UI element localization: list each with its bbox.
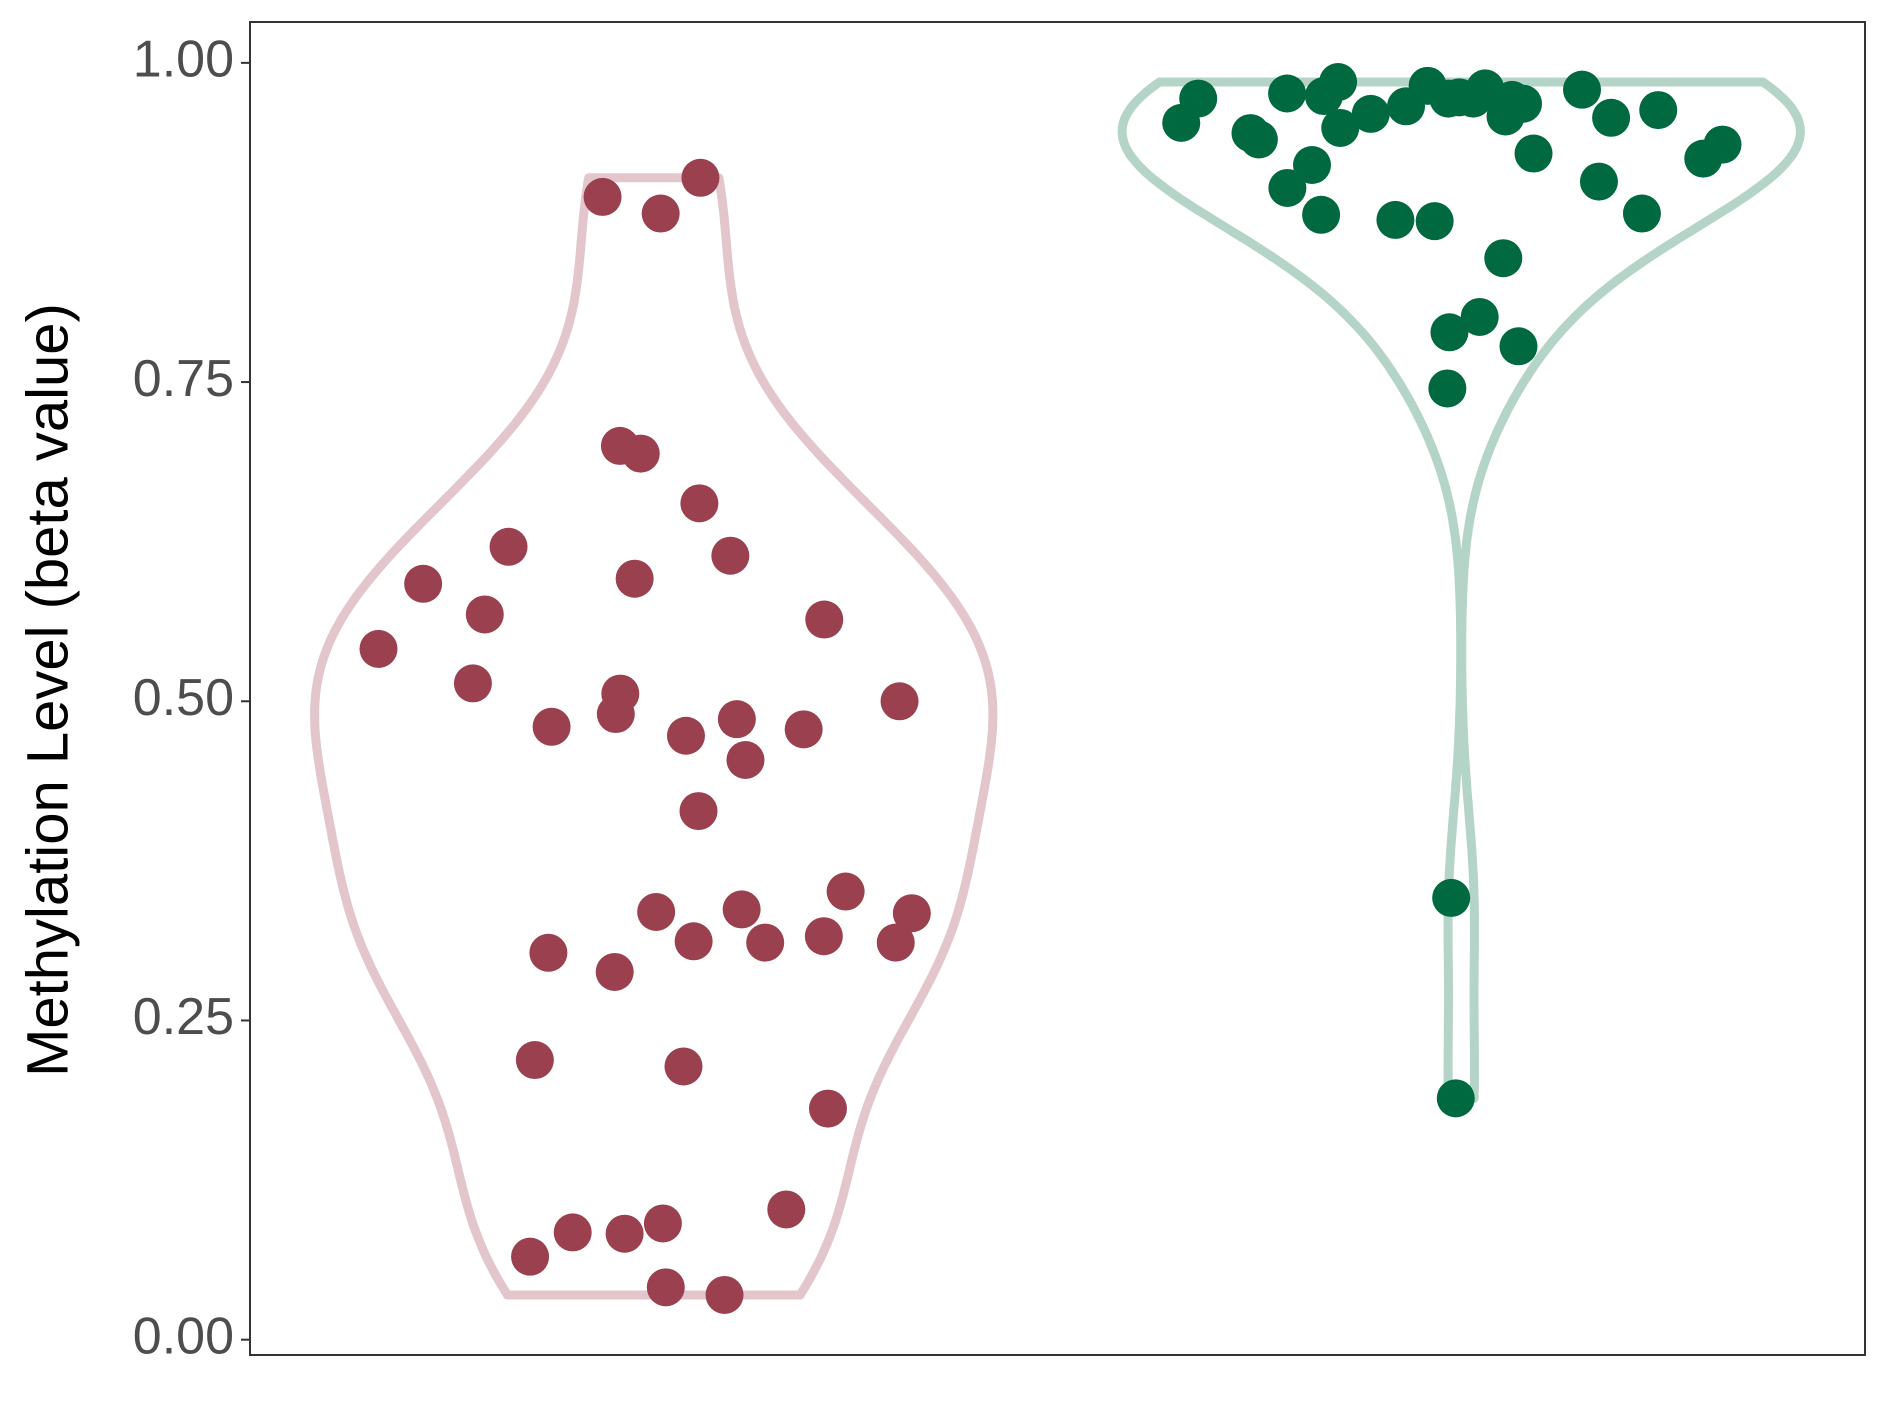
data-point [646,1268,685,1307]
data-point [717,700,756,739]
y-tick-label: 0.50 [133,669,234,727]
data-point [808,1089,847,1128]
y-tick-label: 0.75 [133,350,234,408]
data-point [767,1190,806,1229]
data-point [1304,77,1343,116]
data-point [1268,74,1307,113]
data-point [674,922,713,961]
data-point [1239,120,1278,159]
data-point [1430,313,1469,352]
data-point [359,629,398,668]
data-point [1432,878,1471,917]
data-point [804,917,843,956]
data-point [711,536,750,575]
data-point [1351,94,1390,133]
data-point [511,1237,550,1276]
data-point [465,595,504,634]
data-point [1499,327,1538,366]
violin [1117,77,1805,1103]
data-point [641,194,680,233]
data-point [489,527,528,566]
data-point [805,600,844,639]
data-point [1639,91,1678,130]
data-point [596,695,635,734]
data-point [1428,369,1467,408]
data-point [1484,239,1523,278]
data-point [1460,297,1499,336]
data-point [666,716,705,755]
data-point [1592,98,1631,137]
data-point [1321,108,1360,147]
y-tick-label: 0.00 [133,1307,234,1365]
data-point [643,1204,682,1243]
data-point [1436,1079,1475,1118]
data-point [1376,200,1415,239]
data-point [1162,103,1201,142]
data-point [1486,97,1525,136]
data-point [595,952,634,991]
data-point [1579,162,1618,201]
data-point [1415,202,1454,241]
data-point [705,1275,744,1314]
data-point [1268,168,1307,207]
data-point [1302,195,1341,234]
data-point [1292,146,1331,185]
data-point [553,1213,592,1252]
data-point [637,892,676,931]
data-point [621,434,660,473]
data-point [876,923,915,962]
data-point [583,177,622,216]
data-point [404,564,443,603]
data-point [664,1047,703,1086]
y-tick-label: 0.25 [133,988,234,1046]
data-point [746,923,785,962]
data-point [681,158,720,197]
violin [310,173,998,1300]
y-axis-title: Methylation Level (beta value) [15,303,80,1077]
y-tick-label: 1.00 [133,31,234,89]
data-point [784,710,823,749]
data-point [453,664,492,703]
data-point [1514,134,1553,173]
data-point [1387,87,1426,126]
data-point [826,872,865,911]
data-point [1454,79,1493,118]
data-point [605,1214,644,1253]
data-point [515,1041,554,1080]
data-point [615,559,654,598]
data-point [726,741,765,780]
data-point [722,890,761,929]
data-point [1563,70,1602,109]
plot-border [249,21,1866,1356]
data-point [679,792,718,831]
data-point [1684,139,1723,178]
data-point [529,933,568,972]
data-point [1622,194,1661,233]
data-point [892,894,931,933]
data-point [880,682,919,721]
data-point [680,484,719,523]
data-point [532,707,571,746]
